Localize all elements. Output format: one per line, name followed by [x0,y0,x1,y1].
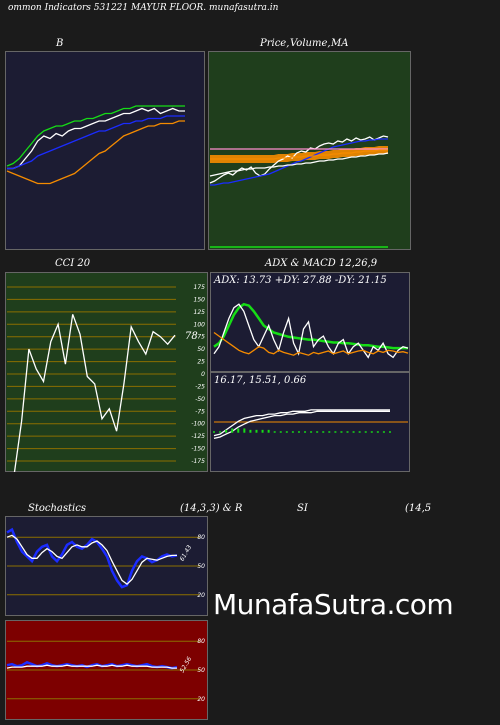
macd-series-signal [213,410,390,440]
macd-readout: 16.17, 15.51, 0.66 [214,375,307,386]
bollinger-chart [5,51,205,250]
cci-chart: 175 150 125 100 75 50 25 0 -25 -50 -75 -100 -125 -150… [5,272,208,472]
price-title: Price, [260,38,290,49]
bollinger-series-upper-band [6,105,185,167]
cci-series-line [13,314,176,472]
adx-series-adx [213,302,408,350]
cci-tick-label: -100 [191,421,205,428]
cci-tick-label: -175 [191,458,205,465]
stochastics-tick-label: 50 [197,563,205,570]
rsi-params: (14,5 [405,503,432,514]
rsi-title: SI [297,503,308,514]
adx-readout: ADX: 13.73 +DY: 27.88 -DY: 21.15 [213,275,387,286]
price-ma-chart [208,51,411,250]
stochastics-tick-label: 20 [197,592,205,599]
bollinger-series-lower-band [6,120,185,185]
macd-series-macd [213,409,390,437]
cci-tick-label: -150 [191,446,205,453]
bollinger-title: B [56,38,64,49]
cci-tick-label: 50 [197,346,205,353]
cci-tick-label: -125 [191,433,205,440]
price-series-ma-orange [210,149,388,160]
adx-series--dy [213,331,409,356]
stochastics-tick-label: 80 [197,534,205,541]
stochastics-series--k [6,527,178,589]
rsi-tick-label: 50 [197,667,205,674]
cci-tick-label: 100 [194,321,206,328]
price-series-ma-blue [210,138,388,186]
cci-tick-label: 125 [194,309,206,316]
adx-title: ADX & MACD 12,26,9 [265,258,378,269]
cci-last-label: 78 [185,331,198,342]
rsi-tick-label: 20 [197,696,205,703]
cci-tick-label: 75 [197,334,205,341]
cci-tick-label: 25 [197,359,205,366]
macd-chart: 16.17, 15.51, 0.66 [210,372,410,472]
rsi-series-rsi-avg [6,664,177,669]
watermark: MunafaSutra.com [213,588,454,621]
cci-tick-label: -50 [195,396,205,403]
stochastics-title: Stochastics [28,503,86,514]
bollinger-series-price [7,107,185,170]
price-series-ma-white [209,152,389,177]
rsi-tick-label: 80 [197,638,205,645]
cci-title: CCI 20 [55,258,91,269]
cci-tick-label: 175 [194,284,206,291]
rsi-series-rsi [6,660,178,670]
page-title: ommon Indicators 531221 MAYUR FLOOR. mun… [8,3,279,13]
bollinger-series-middle-band [7,115,185,170]
cci-frame [5,272,208,472]
stochastics-params: (14,3,3) & R [180,503,243,514]
adx-chart: ADX: 13.73 +DY: 27.88 -DY: 21.15 [210,272,410,372]
volume-title: Volume, [290,38,331,49]
cci-tick-label: 0 [201,371,205,378]
adx-frame [210,272,410,372]
ma-title: MA [331,38,349,49]
cci-tick-label: -75 [195,408,205,415]
adx-series--dy [213,303,409,359]
cci-tick-label: 150 [194,296,206,303]
price-series-price [209,135,389,184]
stochastics-series--d [6,534,177,586]
cci-tick-label: -25 [195,383,205,390]
